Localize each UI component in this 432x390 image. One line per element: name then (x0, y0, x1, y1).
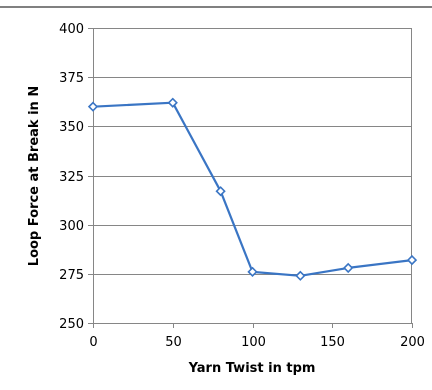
data-point-0-2 (215, 186, 226, 197)
y-tick-label-300: 300 (59, 219, 84, 234)
y-tick-labels: 250 275 300 325 350 375 400 (59, 22, 84, 332)
x-axis-title: Yarn Twist in tpm (188, 361, 316, 376)
y-axis-title: Loop Force at Break in N (27, 86, 42, 266)
data-point-0-0 (87, 101, 99, 112)
gridlines (93, 28, 412, 275)
axes (88, 28, 413, 328)
data-series (87, 97, 418, 281)
y-tick-label-325: 325 (59, 170, 84, 185)
y-tick-label-350: 350 (59, 120, 84, 135)
data-point-0-1 (167, 97, 178, 108)
x-tick-label-150: 150 (320, 335, 345, 350)
data-point-0-3 (247, 266, 258, 277)
y-tick-label-250: 250 (59, 317, 84, 332)
x-tick-label-200: 200 (400, 335, 425, 350)
x-tick-label-50: 50 (165, 335, 182, 350)
y-tick-label-375: 375 (59, 71, 84, 86)
y-tick-label-275: 275 (59, 268, 84, 283)
data-point-0-6 (406, 254, 418, 266)
x-tick-label-100: 100 (241, 335, 266, 350)
x-tick-labels: 0 50 100 150 200 (89, 335, 425, 350)
data-point-0-4 (295, 270, 306, 281)
x-tick-label-0: 0 (89, 335, 97, 350)
data-point-0-5 (343, 262, 354, 274)
series-line-0 (92, 101, 413, 277)
y-tick-label-400: 400 (59, 22, 84, 37)
